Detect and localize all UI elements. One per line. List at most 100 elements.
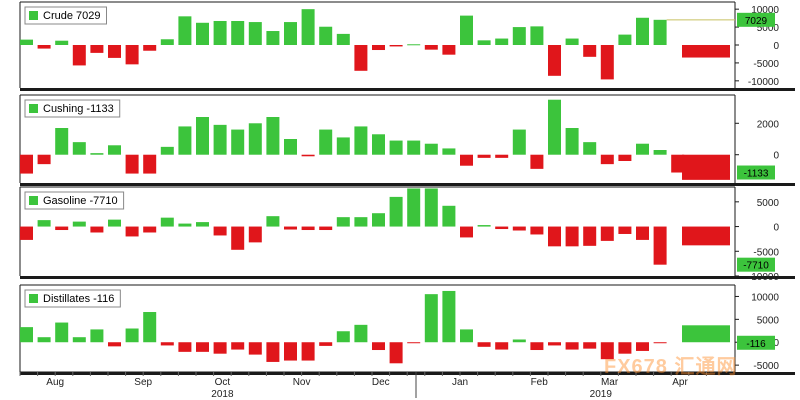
bar — [460, 329, 473, 343]
bar — [213, 20, 227, 45]
bar — [108, 342, 121, 347]
legend-swatch — [29, 294, 38, 303]
bar — [442, 45, 456, 55]
bar — [442, 205, 456, 227]
bar — [231, 129, 245, 155]
bar — [231, 20, 245, 45]
bar — [90, 329, 104, 343]
bar — [90, 45, 104, 53]
bar — [477, 40, 491, 45]
bar — [160, 342, 174, 346]
panel-distillates: 10000 5000 0 -5000 -116 Distillates -116 — [19, 284, 795, 375]
bar — [266, 216, 280, 227]
x-tick-label: Sep — [134, 377, 152, 388]
watermark: FX678 汇通网 — [604, 356, 738, 378]
bar — [372, 134, 385, 155]
bar — [389, 342, 403, 364]
y-tick-label: 0 — [773, 338, 779, 349]
bar — [565, 38, 579, 45]
year-label: 2019 — [590, 389, 613, 400]
bar — [336, 33, 350, 45]
bar — [231, 342, 245, 350]
bar — [248, 22, 262, 45]
bar — [477, 342, 491, 347]
bar — [583, 226, 597, 246]
end-bar — [682, 325, 730, 343]
bar — [178, 342, 192, 352]
bar — [55, 128, 69, 155]
panel-separator — [20, 276, 795, 279]
bar — [108, 45, 121, 58]
current-value-tag — [737, 12, 775, 27]
bar — [618, 34, 632, 45]
panel-cushing: 2000 0 -1133 Cushing -1133 — [19, 94, 795, 186]
bar — [372, 213, 385, 227]
y-tick-label: 5000 — [757, 198, 780, 209]
bar — [548, 342, 561, 346]
bar — [636, 17, 649, 45]
bar — [319, 129, 333, 155]
end-bar — [682, 226, 730, 246]
y-tick-label: -5000 — [753, 59, 779, 70]
legend-box — [24, 289, 121, 308]
bar — [125, 328, 139, 343]
bar — [354, 126, 368, 155]
x-tick-label: Mar — [601, 377, 619, 388]
legend-swatch — [29, 11, 38, 20]
bar — [530, 26, 544, 45]
bar — [600, 154, 614, 165]
end-bar — [682, 45, 730, 58]
y-tick-label: 0 — [773, 41, 779, 52]
bar — [319, 342, 333, 346]
bar — [196, 117, 209, 155]
bar — [213, 226, 227, 236]
bar — [583, 342, 597, 349]
panel-gasoline: 5000 0 -5000 -10000-7710 Gasoline -7710 — [19, 186, 795, 283]
legend-box — [24, 191, 125, 210]
bar — [372, 342, 385, 351]
bar — [671, 154, 685, 173]
y-tick-label: 10000 — [751, 5, 779, 16]
bar — [284, 22, 297, 45]
bar — [407, 140, 421, 155]
y-tick-label: -5000 — [753, 247, 779, 258]
bar — [196, 342, 209, 352]
bar — [72, 221, 86, 227]
bar — [389, 140, 403, 155]
legend-label: Distillates -116 — [43, 293, 114, 305]
bar — [143, 154, 157, 174]
bar — [20, 327, 33, 343]
bar — [530, 154, 544, 169]
bar — [336, 137, 350, 155]
bar — [424, 143, 438, 155]
y-tick-label: -5000 — [753, 361, 779, 372]
bar — [266, 117, 280, 155]
bar — [108, 145, 121, 155]
bar — [548, 99, 561, 155]
bar — [565, 226, 579, 247]
bar — [583, 45, 597, 57]
bar — [248, 226, 262, 243]
panel-crude: 10000 5000 0 -5000 -10000 7029 Crude 7029 — [19, 1, 795, 91]
bar — [213, 124, 227, 155]
bar — [20, 154, 33, 174]
y-tick-label: 2000 — [757, 119, 780, 130]
bar — [55, 226, 69, 231]
bar — [618, 154, 632, 161]
bar — [460, 15, 473, 45]
bar — [565, 342, 579, 350]
y-tick-label: 0 — [773, 223, 779, 234]
bar — [143, 45, 157, 51]
bar — [600, 226, 614, 241]
legend-label: Cushing -1133 — [43, 103, 114, 115]
bar — [160, 146, 174, 155]
bar — [55, 322, 69, 343]
bar — [548, 226, 561, 247]
bar — [565, 128, 579, 155]
bar — [407, 44, 421, 46]
panel-separator — [20, 88, 795, 91]
y-tick-label: 0 — [773, 151, 779, 162]
bar — [178, 126, 192, 155]
bar — [178, 223, 192, 227]
